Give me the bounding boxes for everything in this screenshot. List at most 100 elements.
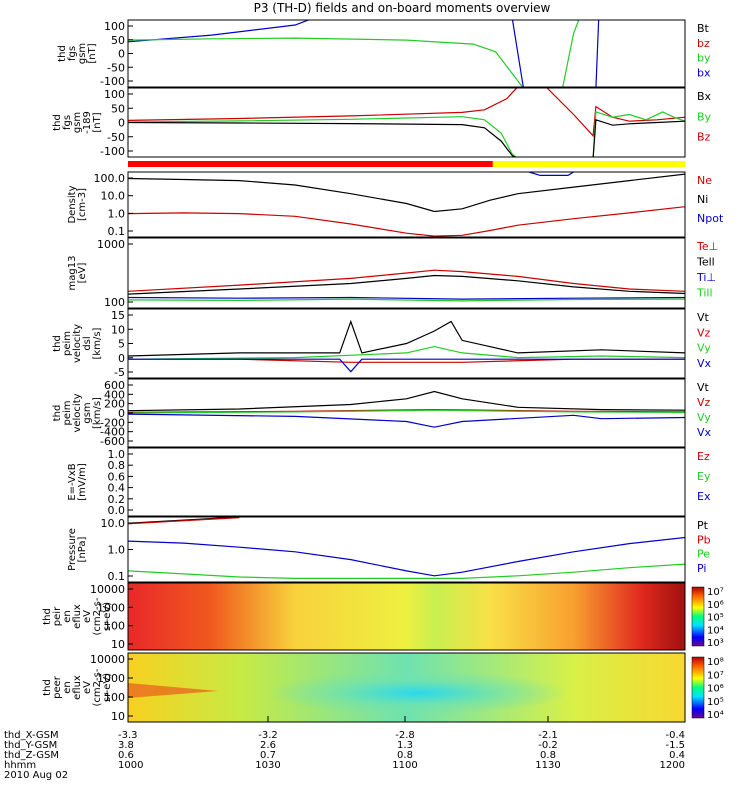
x-row-value: 1000: [118, 760, 143, 771]
y-axis-label: thd: [42, 679, 53, 696]
y-axis-label: eV: [82, 681, 93, 694]
series-line-Ne: [128, 206, 685, 237]
y-tick-label: 0.1: [108, 225, 126, 238]
x-row-value: 1030: [255, 760, 280, 771]
legend-label: Vt: [697, 311, 710, 324]
legend-label: Vy: [697, 411, 711, 424]
y-tick-label: 600: [104, 379, 125, 392]
series-line-Vt: [128, 319, 685, 357]
y-axis-label: sr-eV): [102, 673, 113, 702]
colorbar-tick: 10⁸: [707, 657, 724, 668]
series-line-Pi: [128, 536, 685, 577]
y-tick-label: 0.1: [108, 570, 126, 583]
x-axis-labels: thd_X-GSM -3.3 -3.2 -2.8 -2.1 -0.4 thd_Y-GSM 3.…: [4, 716, 686, 781]
y-axis-label: [mV/m]: [77, 463, 88, 501]
legend-label: Ez: [697, 450, 710, 463]
y-tick-label: 200: [104, 398, 125, 411]
x-row-value: 0.7: [260, 750, 276, 761]
colorbar-tick: 10⁴: [707, 710, 724, 721]
series-group: [128, 319, 685, 373]
y-axis-label: (cm2-s-: [92, 668, 103, 706]
panel-frame: [127, 447, 686, 517]
colorbar-tick: 10⁷: [707, 670, 724, 681]
y-tick-label: 0.8: [108, 459, 126, 472]
series-line-Tell: [128, 274, 685, 295]
x-row-value: 1100: [392, 760, 417, 771]
y-axis-label: Pressure: [67, 528, 78, 571]
y-tick-label: -100: [100, 145, 125, 158]
series-line-Vx: [128, 413, 685, 428]
x-row-value: -3.2: [258, 730, 278, 741]
y-axis-label: thd: [57, 45, 68, 62]
y-tick-label: 1000: [97, 238, 125, 251]
panel-peer: 10⁸ 10⁷ 10⁶ 10⁵ 10⁴ 10000 1000 100 10 thd peer en ef…: [42, 652, 724, 723]
y-tick-label: 10: [111, 710, 125, 723]
y-tick-label: 1.0: [108, 544, 126, 557]
y-tick-label: -100: [100, 75, 125, 88]
legend-label: Vz: [697, 326, 711, 339]
y-axis-label: peim: [62, 331, 73, 356]
x-row-value: -3.3: [118, 730, 138, 741]
y-tick-label: 0: [118, 48, 125, 61]
series-group: [128, 20, 600, 87]
y-axis-label: (cm2-s-: [92, 597, 103, 635]
series-line-Bz: [128, 88, 685, 138]
y-axis-label: thd: [52, 405, 63, 422]
legend-label: bx: [697, 66, 711, 79]
y-axis-label: velocity: [72, 324, 83, 363]
legend-label: Pe: [697, 548, 710, 561]
panel-frame: [127, 516, 686, 583]
y-tick-label: 0: [118, 117, 125, 130]
heatmap-peir: [128, 583, 685, 650]
y-tick-label: 0: [118, 352, 125, 365]
colorbar-tick: 10⁵: [707, 697, 724, 708]
y-axis-label: eV: [82, 610, 93, 623]
colorbar-tick: 10⁵: [707, 613, 724, 624]
y-axis-label: eflux: [72, 675, 83, 700]
y-axis-label: gsm: [77, 43, 88, 64]
y-axis-label: Density: [67, 185, 78, 223]
legend-label: Bz: [697, 131, 711, 144]
panel-frame: [127, 582, 686, 651]
y-axis-label: [km/s]: [92, 397, 103, 429]
x-row-value: -0.4: [665, 730, 685, 741]
series-group: [128, 517, 685, 580]
y-axis-label: fgs: [67, 46, 78, 61]
panel-frame: [127, 237, 686, 309]
colorbar-peer: [691, 656, 705, 719]
legend-label: By: [697, 110, 712, 123]
y-axis-label: en: [62, 681, 73, 694]
series-line-Vy: [128, 345, 685, 360]
y-tick-label: 1.0: [108, 448, 126, 461]
series-line-Pe: [128, 563, 685, 580]
y-axis-label: [km/s]: [92, 327, 103, 359]
series-line-Ni: [128, 173, 685, 213]
y-tick-label: 1000: [97, 601, 125, 614]
y-axis-label: velocity: [72, 393, 83, 432]
figure-title: P3 (TH-D) fields and on-board moments ov…: [254, 1, 551, 15]
legend-label: Ey: [697, 470, 711, 483]
legend-label: Ex: [697, 490, 711, 503]
legend-label: Vz: [697, 396, 711, 409]
y-axis-label: [nT]: [87, 43, 98, 63]
y-tick-label: 100: [104, 620, 125, 633]
legend-label: Npot: [697, 212, 724, 225]
legend-label: Ni: [697, 193, 708, 206]
y-tick-label: 10.0: [101, 190, 126, 203]
y-tick-label: 5: [118, 338, 125, 351]
panel-frame: [127, 652, 686, 723]
y-axis-label: [nT]: [92, 112, 103, 132]
legend-label: Pb: [697, 533, 711, 546]
y-tick-label: 0: [118, 407, 125, 420]
colorbar-tick: 10⁶: [707, 600, 724, 611]
y-tick-label: 0.4: [108, 482, 126, 495]
heatmap-core: [267, 671, 568, 716]
colorbar-tick: 10⁴: [707, 625, 724, 636]
x-row-value: -2.1: [538, 730, 558, 741]
y-tick-label: -600: [100, 435, 125, 448]
